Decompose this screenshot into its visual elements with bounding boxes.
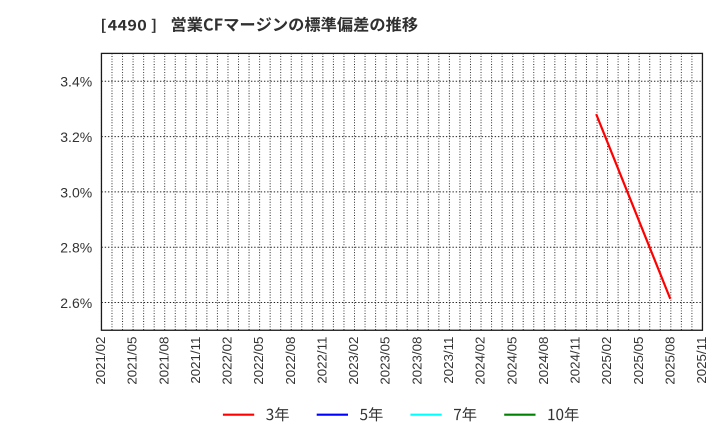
svg-text:3.4%: 3.4% xyxy=(60,74,92,90)
svg-text:2025/05: 2025/05 xyxy=(631,337,646,385)
svg-text:2022/02: 2022/02 xyxy=(220,337,235,385)
svg-text:2.8%: 2.8% xyxy=(60,240,92,256)
svg-text:2022/08: 2022/08 xyxy=(283,337,298,385)
svg-text:2024/02: 2024/02 xyxy=(473,337,488,385)
svg-text:2025/08: 2025/08 xyxy=(662,337,677,385)
svg-text:2022/11: 2022/11 xyxy=(314,337,329,384)
svg-text:2023/02: 2023/02 xyxy=(346,337,361,385)
svg-text:2023/11: 2023/11 xyxy=(441,337,456,384)
svg-text:2024/11: 2024/11 xyxy=(568,337,583,384)
svg-text:2024/08: 2024/08 xyxy=(536,337,551,385)
svg-text:2025/02: 2025/02 xyxy=(599,337,614,385)
svg-text:2021/08: 2021/08 xyxy=(156,337,171,385)
svg-text:2022/05: 2022/05 xyxy=(251,337,266,385)
svg-text:3.2%: 3.2% xyxy=(60,129,92,145)
svg-text:2023/08: 2023/08 xyxy=(409,337,424,385)
svg-text:3.0%: 3.0% xyxy=(60,184,92,200)
svg-text:2023/05: 2023/05 xyxy=(378,337,393,385)
svg-text:2024/05: 2024/05 xyxy=(504,337,519,385)
svg-text:2021/11: 2021/11 xyxy=(188,337,203,384)
svg-text:2021/02: 2021/02 xyxy=(93,337,108,385)
svg-text:2021/05: 2021/05 xyxy=(125,337,140,385)
svg-text:2025/11: 2025/11 xyxy=(694,337,709,384)
svg-text:2.6%: 2.6% xyxy=(60,295,92,311)
